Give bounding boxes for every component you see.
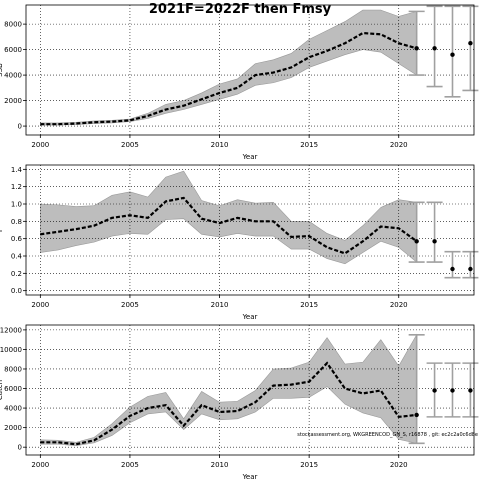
y-tick-label: 0.2: [11, 270, 22, 278]
y-axis-label: F: [0, 228, 4, 232]
panel-f: 2000 2005 2010 2015 2020 0.0 0.2 0.4 0.6 0.8 1.0 1.…: [0, 164, 479, 321]
y-tick-label: 0.4: [11, 253, 23, 261]
forecast-point: [414, 239, 419, 244]
y-axis-label: SSB: [0, 63, 4, 77]
forecast-point: [432, 239, 437, 244]
y-tick-label: 6000: [4, 46, 22, 54]
x-tick-label: 2000: [31, 461, 49, 469]
plot-frame: [25, 324, 475, 456]
chart-title: 2021F=2022F then Fmsy: [149, 2, 332, 17]
forecast-point: [432, 388, 437, 393]
y-tick-label: 0.8: [11, 218, 22, 226]
x-tick-label: 2020: [390, 461, 408, 469]
y-axis-label: Catch: [0, 380, 4, 400]
y-tick-label: 0.0: [11, 287, 22, 295]
y-tick-label: 0: [18, 123, 22, 131]
forecast-point: [414, 46, 419, 51]
y-tick-label: 8000: [4, 365, 22, 373]
plot-frame: [25, 164, 475, 296]
x-tick-label: 2010: [211, 141, 229, 149]
footer-text: stockassessment.org, WKGREENCOD_GN_S, r1…: [297, 432, 478, 438]
y-tick-label: 1.4: [11, 166, 23, 174]
forecast-point: [432, 46, 437, 51]
y-tick-label: 2000: [4, 97, 22, 105]
series-line: [40, 31, 417, 126]
y-tick-label: 6000: [4, 385, 22, 393]
y-tick-label: 10000: [0, 346, 22, 354]
plot-frame: [25, 4, 475, 136]
x-tick-label: 2015: [300, 461, 318, 469]
forecast-point: [414, 412, 419, 418]
y-tick-label: 0: [18, 444, 22, 452]
x-tick-label: 2015: [300, 301, 318, 309]
forecast-point: [468, 41, 473, 46]
x-tick-label: 2010: [211, 461, 229, 469]
x-tick-label: 2000: [31, 141, 49, 149]
x-axis-label: Year: [242, 473, 258, 480]
x-tick-label: 2015: [300, 141, 318, 149]
y-tick-label: 1.2: [11, 183, 22, 191]
panel-catch: 2000 2005 2010 2015 2020 0 2000 4000 6000 8000 100…: [0, 324, 479, 480]
y-tick-label: 0.6: [11, 235, 23, 243]
panel-ssb: 2000 2005 2010 2015 2020 0 2000 4000 6000 8000 Yea…: [0, 4, 479, 161]
x-tick-label: 2010: [211, 301, 229, 309]
forecast-point: [450, 388, 455, 393]
forecast-point: [468, 266, 473, 272]
x-tick-label: 2005: [121, 461, 139, 469]
x-tick-label: 2005: [121, 141, 139, 149]
x-tick-label: 2020: [390, 141, 408, 149]
forecast-point: [450, 266, 455, 272]
y-tick-label: 12000: [0, 326, 22, 334]
confidence-band: [40, 170, 417, 265]
x-axis-label: Year: [242, 153, 258, 161]
x-tick-label: 2000: [31, 301, 49, 309]
y-tick-label: 2000: [4, 424, 22, 432]
x-tick-label: 2005: [121, 301, 139, 309]
x-axis-label: Year: [242, 313, 258, 321]
y-tick-label: 4000: [4, 72, 22, 80]
y-tick-label: 8000: [4, 21, 22, 29]
series-line: [40, 361, 417, 446]
confidence-band: [40, 9, 417, 126]
confidence-band: [40, 333, 417, 447]
x-tick-label: 2020: [390, 301, 408, 309]
y-tick-label: 1.0: [11, 201, 22, 209]
forecast-point: [450, 52, 455, 57]
forecast-point: [468, 388, 473, 393]
y-tick-label: 4000: [4, 405, 22, 413]
